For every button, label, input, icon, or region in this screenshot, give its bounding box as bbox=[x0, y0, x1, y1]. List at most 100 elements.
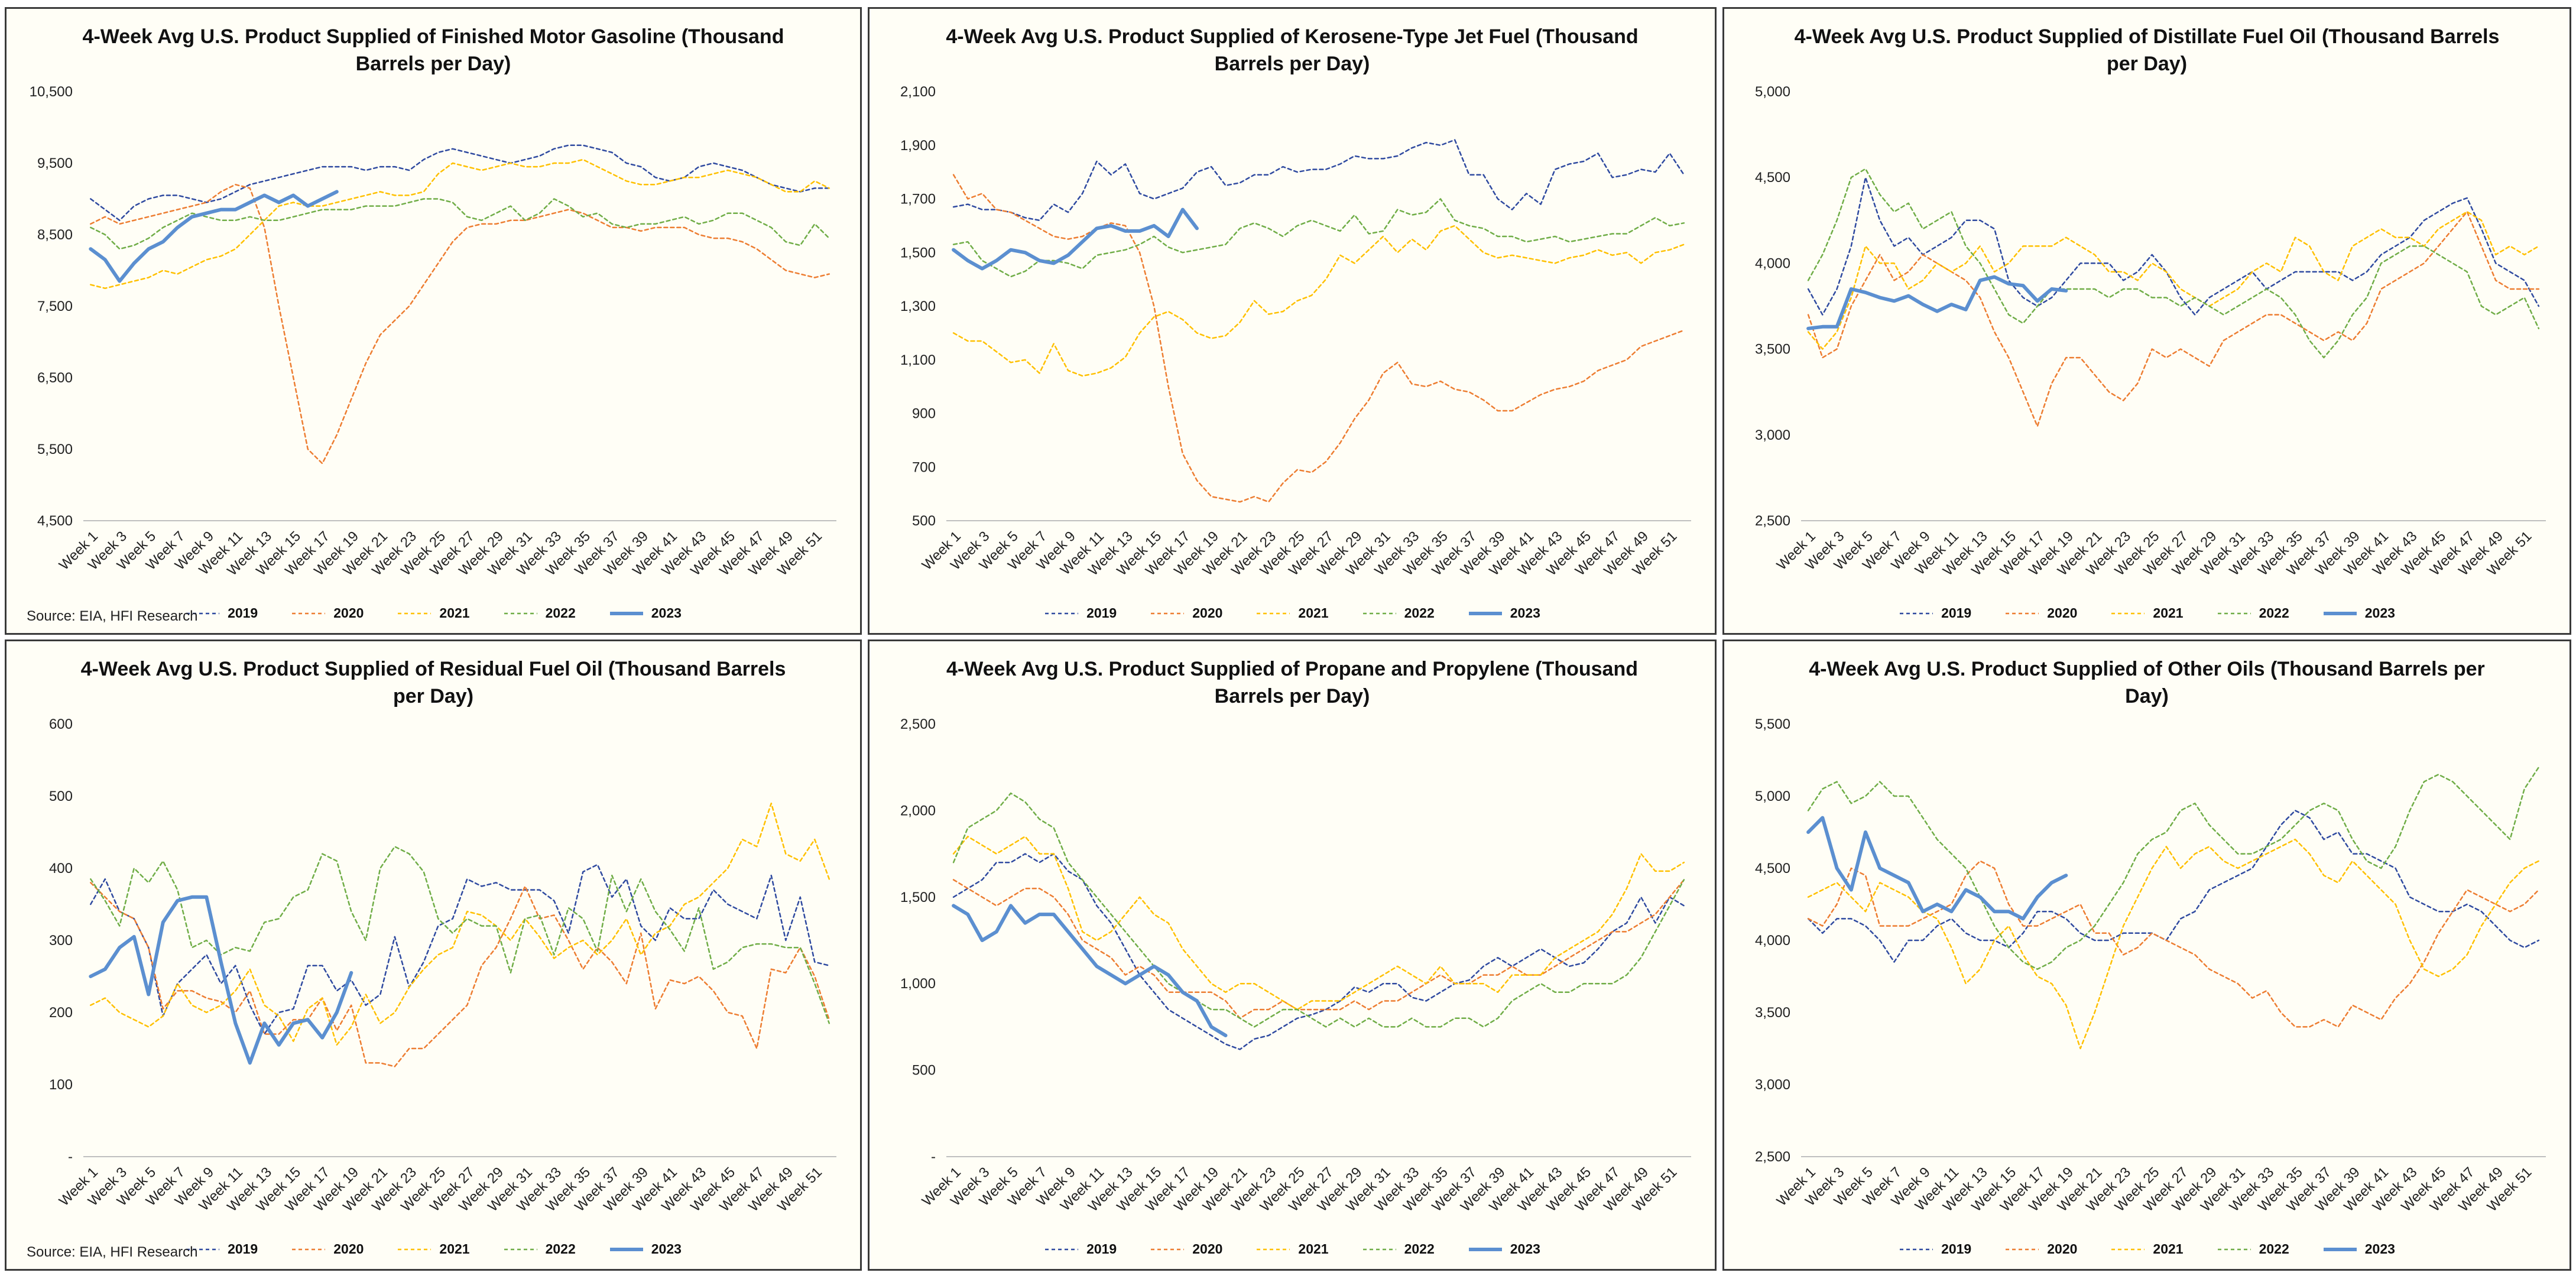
chart-legend: 2019 2020 2021 2022 2023 bbox=[1724, 605, 2569, 621]
y-tick-label: 8,500 bbox=[37, 227, 73, 243]
legend-swatch bbox=[1151, 1248, 1185, 1250]
legend-item: 2021 bbox=[2110, 605, 2184, 621]
chart-panel: 4-Week Avg U.S. Product Supplied of Prop… bbox=[868, 640, 1717, 1271]
series-line-2019 bbox=[1807, 176, 2540, 316]
legend-item: 2023 bbox=[1468, 1241, 1540, 1257]
y-tick-label: 1,700 bbox=[900, 191, 936, 207]
legend-item: 2019 bbox=[185, 1241, 258, 1257]
y-tick-label: 3,000 bbox=[1755, 1077, 1790, 1093]
legend-label: 2023 bbox=[2364, 1241, 2395, 1257]
series-line-2023 bbox=[952, 207, 1199, 271]
legend-item: 2022 bbox=[503, 605, 576, 621]
legend-item: 2019 bbox=[1899, 1241, 1971, 1257]
y-tick-label: 500 bbox=[912, 1063, 936, 1079]
y-tick-label: 5,500 bbox=[37, 442, 73, 457]
y-tick-label: 4,500 bbox=[1755, 861, 1790, 877]
y-tick-label: 2,100 bbox=[900, 84, 936, 100]
y-tick-label: 4,500 bbox=[1755, 170, 1790, 186]
series-line-2020 bbox=[1807, 211, 2540, 427]
legend-swatch bbox=[186, 1248, 220, 1250]
legend-swatch bbox=[1900, 612, 1933, 614]
legend-item: 2019 bbox=[1044, 1241, 1117, 1257]
chart-plot: 2,5003,0003,5004,0004,5005,0005,500Week … bbox=[1755, 716, 2546, 1215]
y-tick-label: 500 bbox=[912, 513, 936, 529]
y-tick-label: - bbox=[68, 1149, 73, 1165]
legend-swatch bbox=[1045, 612, 1079, 614]
source-note: Source: EIA, HFI Research bbox=[27, 608, 198, 624]
series-line-2019 bbox=[90, 864, 830, 1035]
y-tick-label: 1,100 bbox=[900, 352, 936, 368]
chart-legend: 2019 2020 2021 2022 2023 bbox=[7, 605, 860, 621]
legend-item: 2020 bbox=[1150, 1241, 1222, 1257]
legend-label: 2021 bbox=[439, 1241, 470, 1257]
legend-swatch bbox=[2006, 1248, 2039, 1250]
y-tick-label: 1,300 bbox=[900, 298, 936, 314]
legend-item: 2023 bbox=[2322, 605, 2395, 621]
legend-item: 2019 bbox=[1899, 605, 1971, 621]
legend-swatch bbox=[292, 612, 326, 614]
legend-swatch bbox=[504, 612, 537, 614]
legend-item: 2022 bbox=[1362, 1241, 1435, 1257]
y-tick-label: 4,000 bbox=[1755, 933, 1790, 949]
legend-label: 2023 bbox=[2364, 605, 2395, 621]
legend-item: 2023 bbox=[609, 1241, 682, 1257]
legend-label: 2022 bbox=[545, 1241, 576, 1257]
y-tick-label: 100 bbox=[49, 1077, 73, 1093]
chart-legend: 2019 2020 2021 2022 2023 bbox=[870, 605, 1715, 621]
source-note: Source: EIA, HFI Research bbox=[27, 1244, 198, 1260]
legend-swatch bbox=[1468, 611, 1502, 615]
legend-swatch bbox=[1151, 612, 1185, 614]
legend-item: 2023 bbox=[2322, 1241, 2395, 1257]
legend-swatch bbox=[2217, 612, 2251, 614]
legend-label: 2021 bbox=[1298, 1241, 1329, 1257]
legend-label: 2019 bbox=[1941, 1241, 1972, 1257]
legend-swatch bbox=[2006, 612, 2039, 614]
legend-item: 2021 bbox=[1255, 605, 1329, 621]
legend-label: 2020 bbox=[333, 1241, 364, 1257]
legend-item: 2021 bbox=[2110, 1241, 2184, 1257]
series-line-2022 bbox=[952, 198, 1685, 278]
legend-swatch bbox=[1362, 612, 1396, 614]
chart-title: 4-Week Avg U.S. Product Supplied of Prop… bbox=[946, 658, 1638, 707]
series-line-2021 bbox=[952, 225, 1685, 377]
series-line-2019 bbox=[1807, 810, 2540, 963]
series-line-2020 bbox=[952, 174, 1685, 503]
legend-swatch bbox=[186, 612, 220, 614]
legend-swatch bbox=[1900, 1248, 1933, 1250]
series-line-2020 bbox=[1807, 860, 2540, 1028]
series-line-2021 bbox=[90, 802, 830, 1046]
legend-label: 2019 bbox=[1086, 605, 1117, 621]
series-line-2019 bbox=[952, 853, 1685, 1050]
y-tick-label: 3,500 bbox=[1755, 1005, 1790, 1021]
legend-item: 2022 bbox=[503, 1241, 576, 1257]
y-tick-label: 200 bbox=[49, 1005, 73, 1021]
series-line-2021 bbox=[1807, 211, 2540, 350]
legend-swatch bbox=[2323, 611, 2357, 615]
legend-label: 2022 bbox=[2259, 605, 2289, 621]
legend-swatch bbox=[398, 1248, 432, 1250]
legend-label: 2021 bbox=[1298, 605, 1329, 621]
legend-swatch bbox=[398, 612, 432, 614]
legend-label: 2019 bbox=[228, 605, 258, 621]
y-tick-label: 400 bbox=[49, 861, 73, 877]
legend-label: 2020 bbox=[2047, 605, 2078, 621]
legend-item: 2019 bbox=[185, 605, 258, 621]
legend-swatch bbox=[504, 1248, 537, 1250]
legend-item: 2022 bbox=[1362, 605, 1435, 621]
legend-item: 2020 bbox=[2004, 1241, 2077, 1257]
y-tick-label: 9,500 bbox=[37, 155, 73, 171]
legend-label: 2023 bbox=[651, 1241, 682, 1257]
chart-title: 4-Week Avg U.S. Product Supplied of Othe… bbox=[1809, 658, 2485, 707]
y-tick-label: 3,000 bbox=[1755, 427, 1790, 443]
legend-label: 2023 bbox=[1510, 605, 1540, 621]
legend-label: 2020 bbox=[1192, 605, 1223, 621]
series-line-2022 bbox=[90, 198, 830, 250]
chart-legend: 2019 2020 2021 2022 2023 bbox=[7, 1241, 860, 1257]
chart-title: 4-Week Avg U.S. Product Supplied of Resi… bbox=[80, 658, 786, 707]
chart-legend: 2019 2020 2021 2022 2023 bbox=[870, 1241, 1715, 1257]
legend-item: 2019 bbox=[1044, 605, 1117, 621]
chart-plot: 4,5005,5006,5007,5008,5009,50010,500Week… bbox=[30, 84, 836, 579]
legend-label: 2021 bbox=[439, 605, 470, 621]
